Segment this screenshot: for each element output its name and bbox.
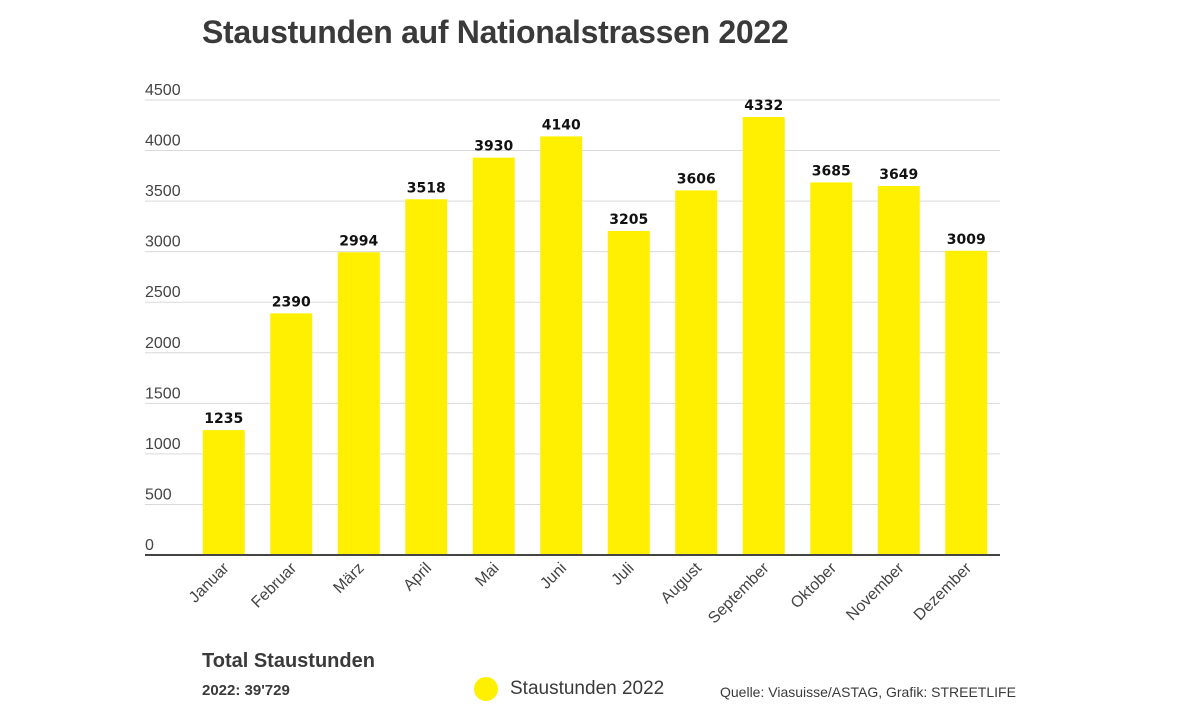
bar — [202, 430, 245, 555]
source-note: Quelle: Viasuisse/ASTAG, Grafik: STREETL… — [720, 684, 1016, 700]
x-tick-label: Januar — [186, 559, 233, 606]
y-axis-tick-labels: 0 500 1000 1500 2000 2500 3000 3500 4000 4500 — [145, 82, 181, 554]
data-label: 1235 — [204, 411, 243, 427]
x-tick-label: März — [330, 560, 367, 597]
bar — [337, 252, 380, 556]
x-tick-label: April — [400, 560, 435, 595]
y-tick-label: 1000 — [145, 436, 181, 453]
x-tick-label: August — [658, 559, 706, 607]
data-labels: 1235 2390 2994 3518 3930 4140 3205 3606 4332 3685… — [204, 98, 985, 427]
x-tick-label: September — [705, 559, 773, 627]
legend-label: Staustunden 2022 — [510, 678, 665, 699]
bar — [675, 190, 718, 556]
total-heading: Total Staustunden — [202, 650, 375, 672]
data-label: 3685 — [812, 163, 851, 179]
data-label: 3930 — [474, 139, 513, 155]
bar — [270, 313, 313, 555]
bar — [945, 250, 988, 556]
y-tick-label: 3500 — [145, 183, 181, 200]
data-label: 3205 — [609, 212, 648, 228]
chart-title: Staustunden auf Nationalstrassen 2022 — [202, 14, 789, 50]
x-tick-label: Dezember — [911, 559, 976, 624]
bar — [405, 199, 448, 555]
bar — [472, 157, 515, 555]
bar — [810, 182, 853, 555]
data-label: 3009 — [947, 232, 986, 248]
x-tick-label: November — [843, 559, 908, 624]
x-tick-label: Februar — [248, 559, 300, 611]
x-axis-category-labels: Januar Februar März April Mai Juni Juli August S… — [186, 559, 976, 627]
data-label: 4332 — [744, 98, 783, 114]
data-label: 2390 — [272, 294, 311, 310]
y-tick-label: 500 — [145, 486, 172, 503]
y-tick-label: 0 — [145, 537, 154, 554]
y-tick-label: 3000 — [145, 234, 181, 251]
data-label: 3649 — [879, 167, 918, 183]
x-tick-label: Oktober — [788, 559, 841, 612]
y-tick-label: 4500 — [145, 82, 181, 99]
total-value: 2022: 39'729 — [202, 682, 290, 699]
x-tick-label: Mai — [472, 560, 502, 590]
data-label: 4140 — [542, 117, 581, 133]
data-label: 3518 — [407, 180, 446, 196]
bar — [607, 230, 650, 555]
bar — [877, 186, 920, 555]
x-tick-label: Juni — [537, 560, 570, 593]
y-tick-label: 2500 — [145, 284, 181, 301]
bar — [742, 116, 785, 555]
bar — [540, 136, 583, 555]
legend-swatch — [474, 677, 498, 701]
data-label: 2994 — [339, 233, 378, 249]
data-label: 3606 — [677, 171, 716, 187]
y-tick-label: 4000 — [145, 133, 181, 150]
x-tick-label: Juli — [609, 560, 638, 589]
legend: Staustunden 2022 — [474, 677, 664, 701]
bars — [202, 116, 988, 556]
y-tick-label: 1500 — [145, 385, 181, 402]
y-tick-label: 2000 — [145, 335, 181, 352]
